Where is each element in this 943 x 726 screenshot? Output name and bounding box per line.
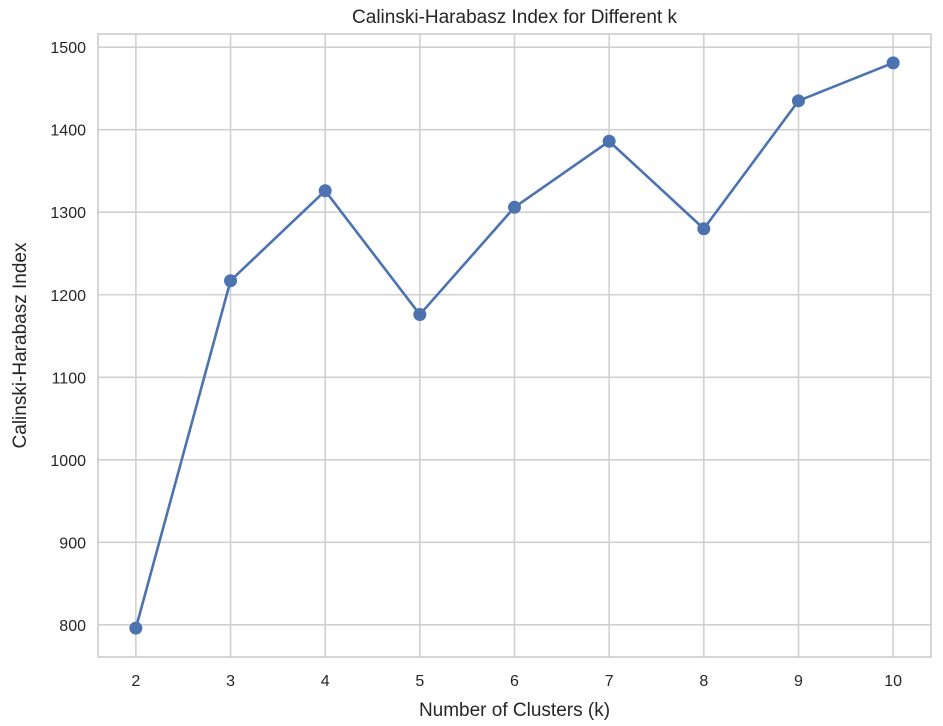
x-tick-label: 5 <box>415 673 424 690</box>
x-tick-label: 7 <box>605 673 614 690</box>
y-tick-labels: 800 900 1000 1100 1200 1300 1400 1500 <box>50 40 86 635</box>
x-tick-labels: 2 3 4 5 6 7 8 9 10 <box>131 673 902 690</box>
data-point <box>508 200 521 214</box>
x-tick-label: 6 <box>510 673 519 690</box>
data-point <box>697 222 711 236</box>
data-point <box>791 94 805 108</box>
data-point <box>224 274 238 288</box>
data-point <box>886 56 900 70</box>
chart-title: Calinski-Harabasz Index for Different k <box>352 7 677 28</box>
y-tick-label: 900 <box>59 535 86 552</box>
y-tick-label: 1400 <box>50 123 86 140</box>
x-tick-label: 2 <box>131 673 140 690</box>
x-tick-label: 3 <box>226 673 235 690</box>
y-tick-label: 1000 <box>50 453 86 470</box>
x-tick-label: 10 <box>884 673 902 690</box>
x-tick-label: 9 <box>794 673 803 690</box>
y-tick-label: 1200 <box>50 288 86 305</box>
y-tick-label: 1300 <box>50 205 86 222</box>
y-tick-label: 1100 <box>52 370 87 387</box>
data-series <box>129 56 900 635</box>
data-point <box>413 308 427 322</box>
data-point <box>318 184 332 198</box>
y-axis-label: Calinski-Harabasz Index <box>10 242 31 448</box>
data-point <box>129 621 143 635</box>
grid-lines <box>98 34 931 657</box>
y-tick-label: 1500 <box>50 40 86 57</box>
y-tick-label: 800 <box>59 618 86 635</box>
x-tick-label: 8 <box>699 673 708 690</box>
x-tick-label: 4 <box>321 673 330 690</box>
x-axis-label: Number of Clusters (k) <box>419 700 610 721</box>
data-point <box>602 134 616 148</box>
plot-frame <box>97 33 932 658</box>
